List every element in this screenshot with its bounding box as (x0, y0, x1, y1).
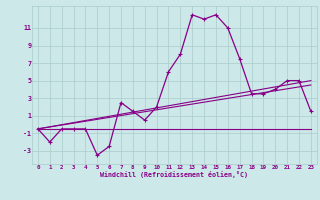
X-axis label: Windchill (Refroidissement éolien,°C): Windchill (Refroidissement éolien,°C) (100, 171, 248, 178)
